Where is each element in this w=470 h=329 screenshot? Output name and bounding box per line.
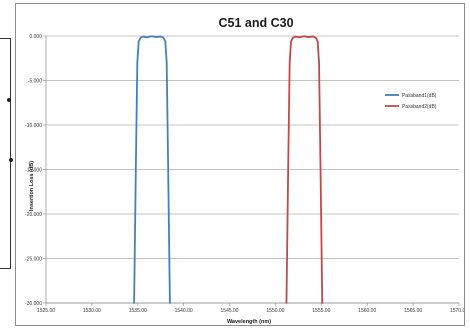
x-tick-label: 1530.00 — [83, 308, 101, 314]
x-tick-label: 1570.00 — [450, 308, 464, 314]
x-tick-label: 1550.00 — [266, 308, 284, 314]
connector-dot — [9, 158, 13, 162]
series-line-2 — [285, 35, 324, 304]
chart-area: C51 and C30 0.000 -5.000 -10.000 -15.000 -20… — [15, 3, 468, 326]
series-line-1 — [133, 35, 171, 304]
y-tick-label: 0.000 — [29, 34, 42, 40]
y-tick-label: -25.000 — [25, 257, 42, 263]
y-tick-label: -10.000 — [25, 123, 42, 129]
x-tick-label: 1525.00 — [37, 308, 55, 314]
y-tick-label: -30.000 — [25, 301, 42, 307]
x-axis-label: Wavelength (nm) — [227, 319, 271, 325]
y-tick-label: -5.000 — [28, 79, 42, 85]
chart-title: C51 and C30 — [218, 16, 293, 30]
left-partial-frame — [0, 38, 11, 269]
legend-label-1: Passband1(dB) — [402, 93, 437, 99]
x-tick-label: 1545.00 — [221, 308, 239, 314]
connector-dot — [7, 98, 11, 102]
axes — [43, 35, 460, 306]
line-chart: C51 and C30 0.000 -5.000 -10.000 -15.000 -20… — [25, 16, 468, 325]
legend: Passband1(dB) Passband2(dB) — [385, 93, 437, 110]
y-tick-label: -15.000 — [25, 168, 42, 174]
x-tick-label: 1555.00 — [312, 308, 330, 314]
x-tick-label: 1565.00 — [404, 308, 422, 314]
tick-labels: 0.000 -5.000 -10.000 -15.000 -20.000 -25.000 -… — [25, 34, 468, 314]
x-tick-label: 1540.00 — [175, 308, 193, 314]
x-tick-label: 1535.00 — [129, 308, 147, 314]
x-tick-label: 1560.00 — [358, 308, 376, 314]
series-lines — [133, 35, 324, 304]
legend-label-2: Passband2(dB) — [402, 104, 437, 110]
gridlines — [46, 35, 459, 304]
y-tick-label: -20.000 — [25, 212, 42, 218]
y-axis-label: Insertion Loss (dB) — [29, 161, 35, 211]
